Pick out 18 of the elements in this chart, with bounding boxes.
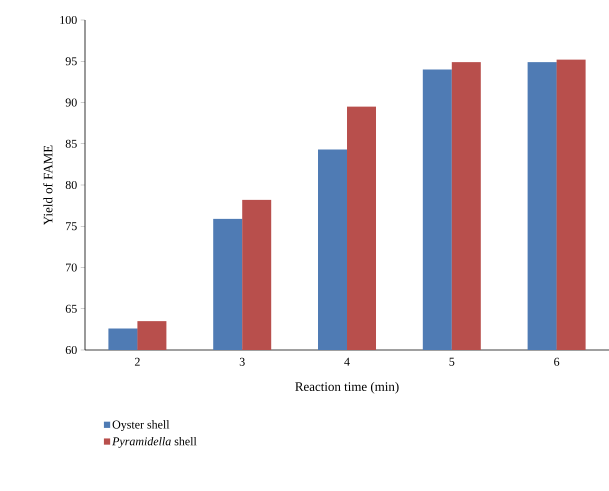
y-tick-label: 95 xyxy=(66,57,77,66)
legend-label: Pyramidella shell xyxy=(112,436,197,448)
x-axis-title: Reaction time (min) xyxy=(295,382,399,394)
y-tick-label: 65 xyxy=(66,304,77,313)
y-tick-label: 85 xyxy=(66,140,77,148)
y-tick-label: 100 xyxy=(60,16,77,24)
y-tick-label: 80 xyxy=(66,180,77,190)
y-tick-label: 90 xyxy=(66,98,77,107)
x-tick-label: 4 xyxy=(344,358,350,366)
x-tick-label: 5 xyxy=(450,358,454,366)
y-tick-label: 70 xyxy=(66,263,77,272)
x-tick-label: 2 xyxy=(134,358,140,366)
legend-label: Oyster shell xyxy=(112,420,170,432)
x-tick-label: 6 xyxy=(554,358,560,366)
y-axis-title: Yield of FAME xyxy=(43,145,52,226)
x-tick-label: 3 xyxy=(240,358,245,366)
y-tick-label: 60 xyxy=(66,346,77,354)
y-tick-label: 75 xyxy=(66,222,77,230)
